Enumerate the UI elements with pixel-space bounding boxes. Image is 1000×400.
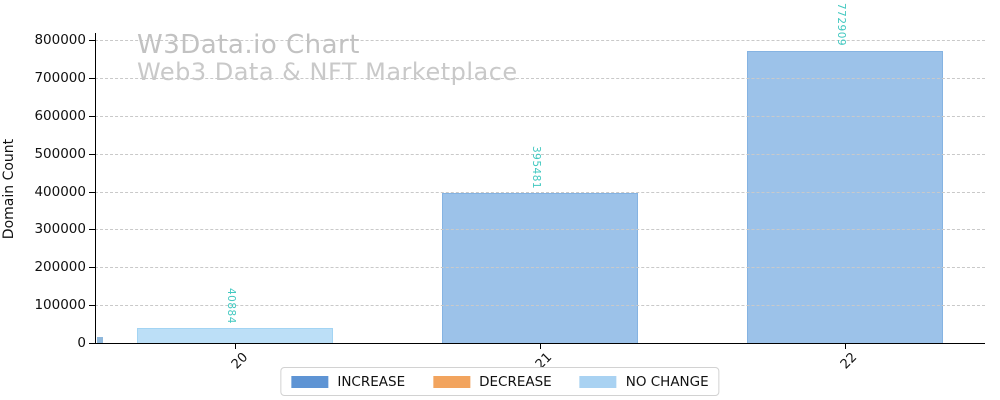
bar-20	[137, 327, 334, 343]
y-tick-label: 400000	[34, 183, 86, 200]
x-tick-mark	[235, 344, 237, 349]
y-tick-label: 800000	[34, 32, 86, 49]
watermark-subtitle: Web3 Data & NFT Marketplace	[137, 58, 518, 86]
clipped-bar-artifact	[97, 337, 103, 343]
y-tick-mark	[89, 115, 95, 117]
x-tick-mark	[844, 344, 846, 349]
legend-swatch	[433, 375, 471, 388]
bar-value-label: 772909	[834, 3, 847, 47]
y-tick-mark	[89, 305, 95, 307]
y-axis-spine	[95, 33, 96, 343]
bar-22	[746, 50, 943, 343]
y-tick-label: 500000	[34, 145, 86, 162]
y-tick-label: 100000	[34, 297, 86, 314]
legend-label: INCREASE	[337, 373, 406, 390]
legend: INCREASE DECREASE NO CHANGE	[280, 367, 720, 396]
legend-swatch	[291, 375, 329, 388]
legend-item-decrease: DECREASE	[433, 374, 552, 390]
y-tick-label: 300000	[34, 221, 86, 238]
legend-label: NO CHANGE	[625, 373, 709, 390]
bar-value-label: 395481	[530, 146, 542, 190]
y-tick-mark	[89, 191, 95, 193]
x-axis-spine	[95, 343, 985, 344]
y-tick-mark	[89, 40, 95, 42]
watermark-title: W3Data.io Chart	[137, 30, 360, 60]
y-tick-mark	[89, 343, 95, 344]
x-tick-mark	[540, 344, 541, 349]
y-tick-label: 200000	[34, 259, 86, 276]
y-tick-label: 700000	[34, 70, 86, 87]
legend-swatch	[579, 375, 617, 388]
bar-value-label: 40884	[225, 287, 238, 324]
y-tick-label: 600000	[34, 107, 86, 124]
y-tick-mark	[89, 229, 95, 231]
y-tick-mark	[89, 153, 95, 155]
legend-label: DECREASE	[479, 373, 552, 390]
x-tick-label: 22	[838, 350, 861, 373]
y-tick-label: 0	[77, 335, 86, 351]
bar-21	[442, 193, 638, 343]
y-tick-mark	[89, 78, 95, 80]
x-tick-label: 20	[228, 350, 251, 373]
legend-item-no-change: NO CHANGE	[579, 373, 709, 390]
y-tick-mark	[89, 267, 95, 269]
legend-item-increase: INCREASE	[291, 374, 405, 390]
